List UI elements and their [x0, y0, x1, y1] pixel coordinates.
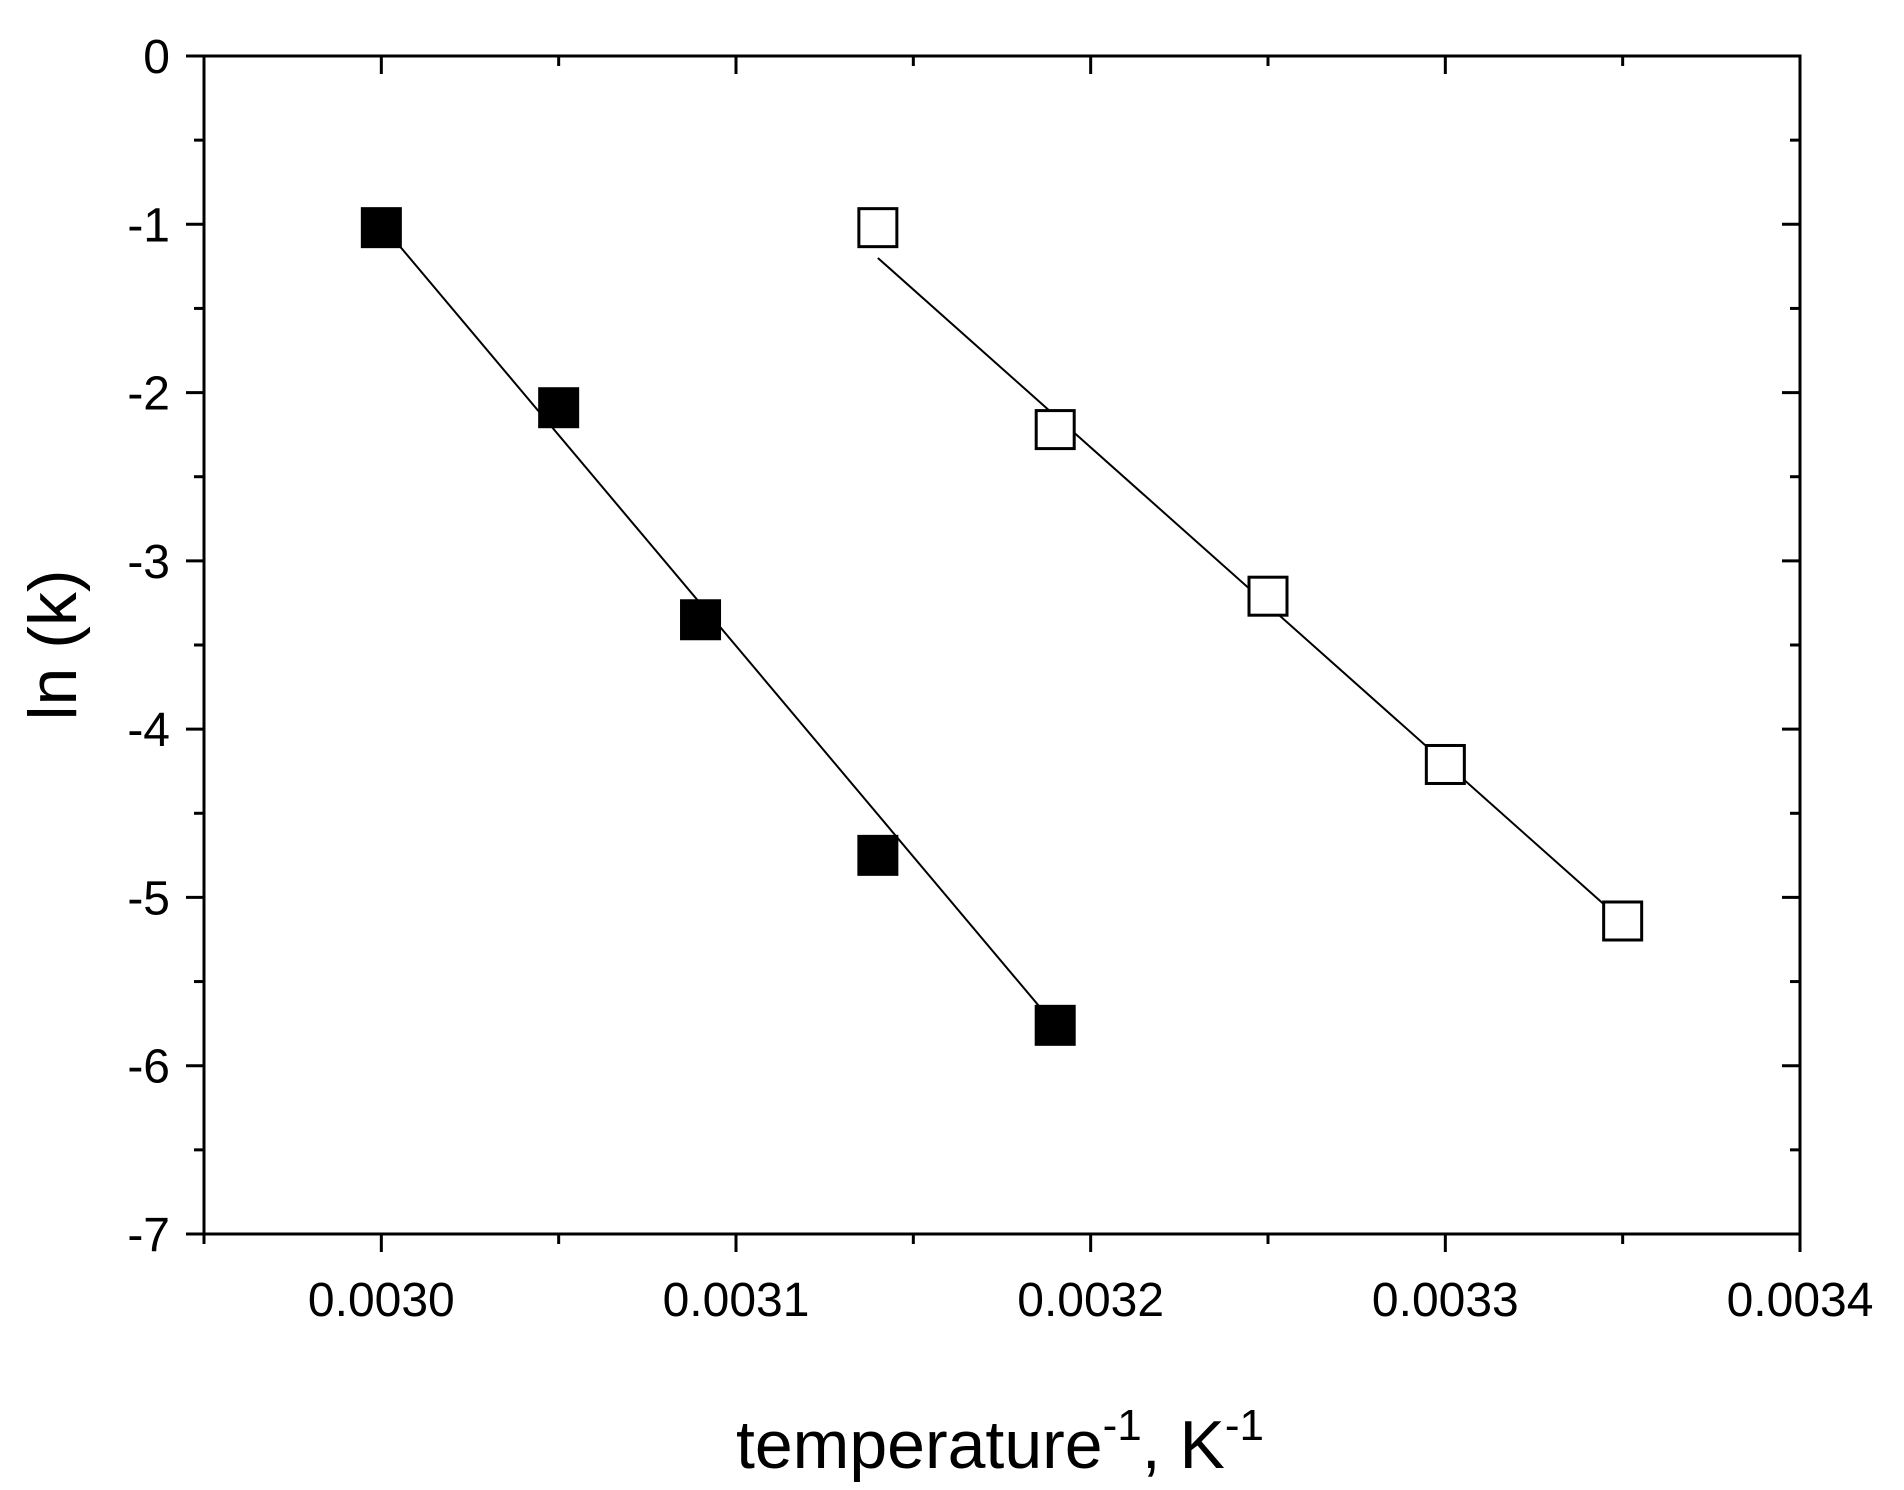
x-tick-label: 0.0030 — [308, 1274, 455, 1327]
fit-lines — [380, 223, 1624, 1026]
x-axis-title-unit-sup: -1 — [1225, 1401, 1264, 1450]
x-tick-label: 0.0032 — [1017, 1274, 1164, 1327]
filled-square-point — [538, 387, 580, 429]
open-square-point — [1602, 900, 1644, 942]
filled-square-point — [1034, 1004, 1076, 1046]
y-tick-label: 0 — [143, 31, 170, 84]
filled-square-point — [857, 834, 899, 876]
open-square-point — [1034, 409, 1076, 451]
y-tick-label: -2 — [127, 368, 170, 421]
filled-square-point — [680, 599, 722, 641]
x-axis-title-unit: K — [1180, 1407, 1225, 1483]
x-tick-label: 0.0034 — [1727, 1274, 1874, 1327]
y-tick-label: -3 — [127, 536, 170, 589]
y-axis-title: ln (k) — [15, 569, 91, 720]
x-axis-title-sep: , — [1142, 1407, 1180, 1483]
ticks — [186, 54, 1802, 1252]
open-square-point — [1424, 743, 1466, 785]
data-points — [360, 207, 1644, 1046]
filled-square-point — [360, 207, 402, 249]
y-tick-label: -4 — [127, 704, 170, 757]
x-tick-label: 0.0031 — [663, 1274, 810, 1327]
x-axis-title-base-sup: -1 — [1103, 1401, 1142, 1450]
open-square-point — [857, 207, 899, 249]
x-tick-label: 0.0033 — [1372, 1274, 1519, 1327]
plot-frame — [202, 54, 1802, 1236]
open-square-point — [1247, 575, 1289, 617]
y-tick-label: -7 — [127, 1209, 170, 1262]
y-tick-label: -1 — [127, 199, 170, 252]
x-axis-title: temperature-1, K-1 — [736, 1401, 1264, 1483]
y-tick-label: -5 — [127, 872, 170, 925]
y-tick-label: -6 — [127, 1041, 170, 1094]
x-axis-title-base: temperature — [736, 1407, 1103, 1483]
tick-labels: 0.0030 0.0031 0.0032 0.0033 0.0034 0 -1 -2 -3 -4 -… — [127, 31, 1873, 1327]
